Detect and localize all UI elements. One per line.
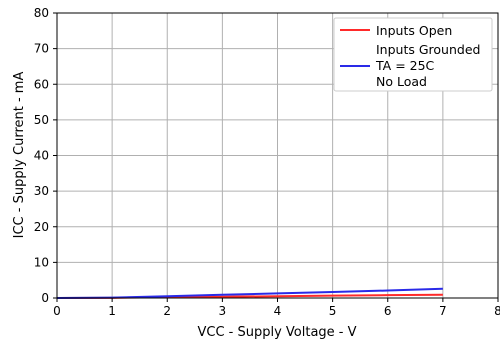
y-tick-label: 10	[34, 255, 49, 269]
x-tick-label: 6	[384, 304, 392, 318]
x-axis-title: VCC - Supply Voltage - V	[197, 325, 356, 340]
legend-box	[333, 17, 493, 92]
legend-entry-inputs-open: Inputs Open	[376, 23, 452, 38]
y-tick-label: 40	[34, 149, 49, 163]
y-tick-label: 80	[34, 6, 49, 20]
x-tick-label: 5	[329, 304, 337, 318]
x-tick-label: 2	[163, 304, 171, 318]
x-tick-label: 4	[274, 304, 282, 318]
y-tick-label: 60	[34, 77, 49, 91]
y-tick-label: 50	[34, 113, 49, 127]
y-tick-label: 0	[41, 291, 49, 305]
legend-entry-ta: TA = 25C	[375, 58, 435, 73]
grid	[57, 13, 498, 298]
y-tick-label: 70	[34, 42, 49, 56]
legend: Inputs Open Inputs Grounded TA = 25C No …	[333, 17, 493, 92]
x-tick-label: 1	[108, 304, 116, 318]
y-axis-title: ICC - Supply Current - mA	[12, 72, 27, 239]
x-tick-label: 0	[53, 304, 61, 318]
x-tick-label: 7	[439, 304, 447, 318]
y-tick-label: 30	[34, 184, 49, 198]
legend-entry-inputs-grounded: Inputs Grounded	[376, 42, 480, 57]
y-tick-label: 20	[34, 220, 49, 234]
x-tick-label: 3	[219, 304, 227, 318]
series-line-inputs-grounded	[56, 287, 443, 299]
legend-entry-no-load: No Load	[376, 74, 427, 89]
x-tick-label: 8	[494, 304, 500, 318]
